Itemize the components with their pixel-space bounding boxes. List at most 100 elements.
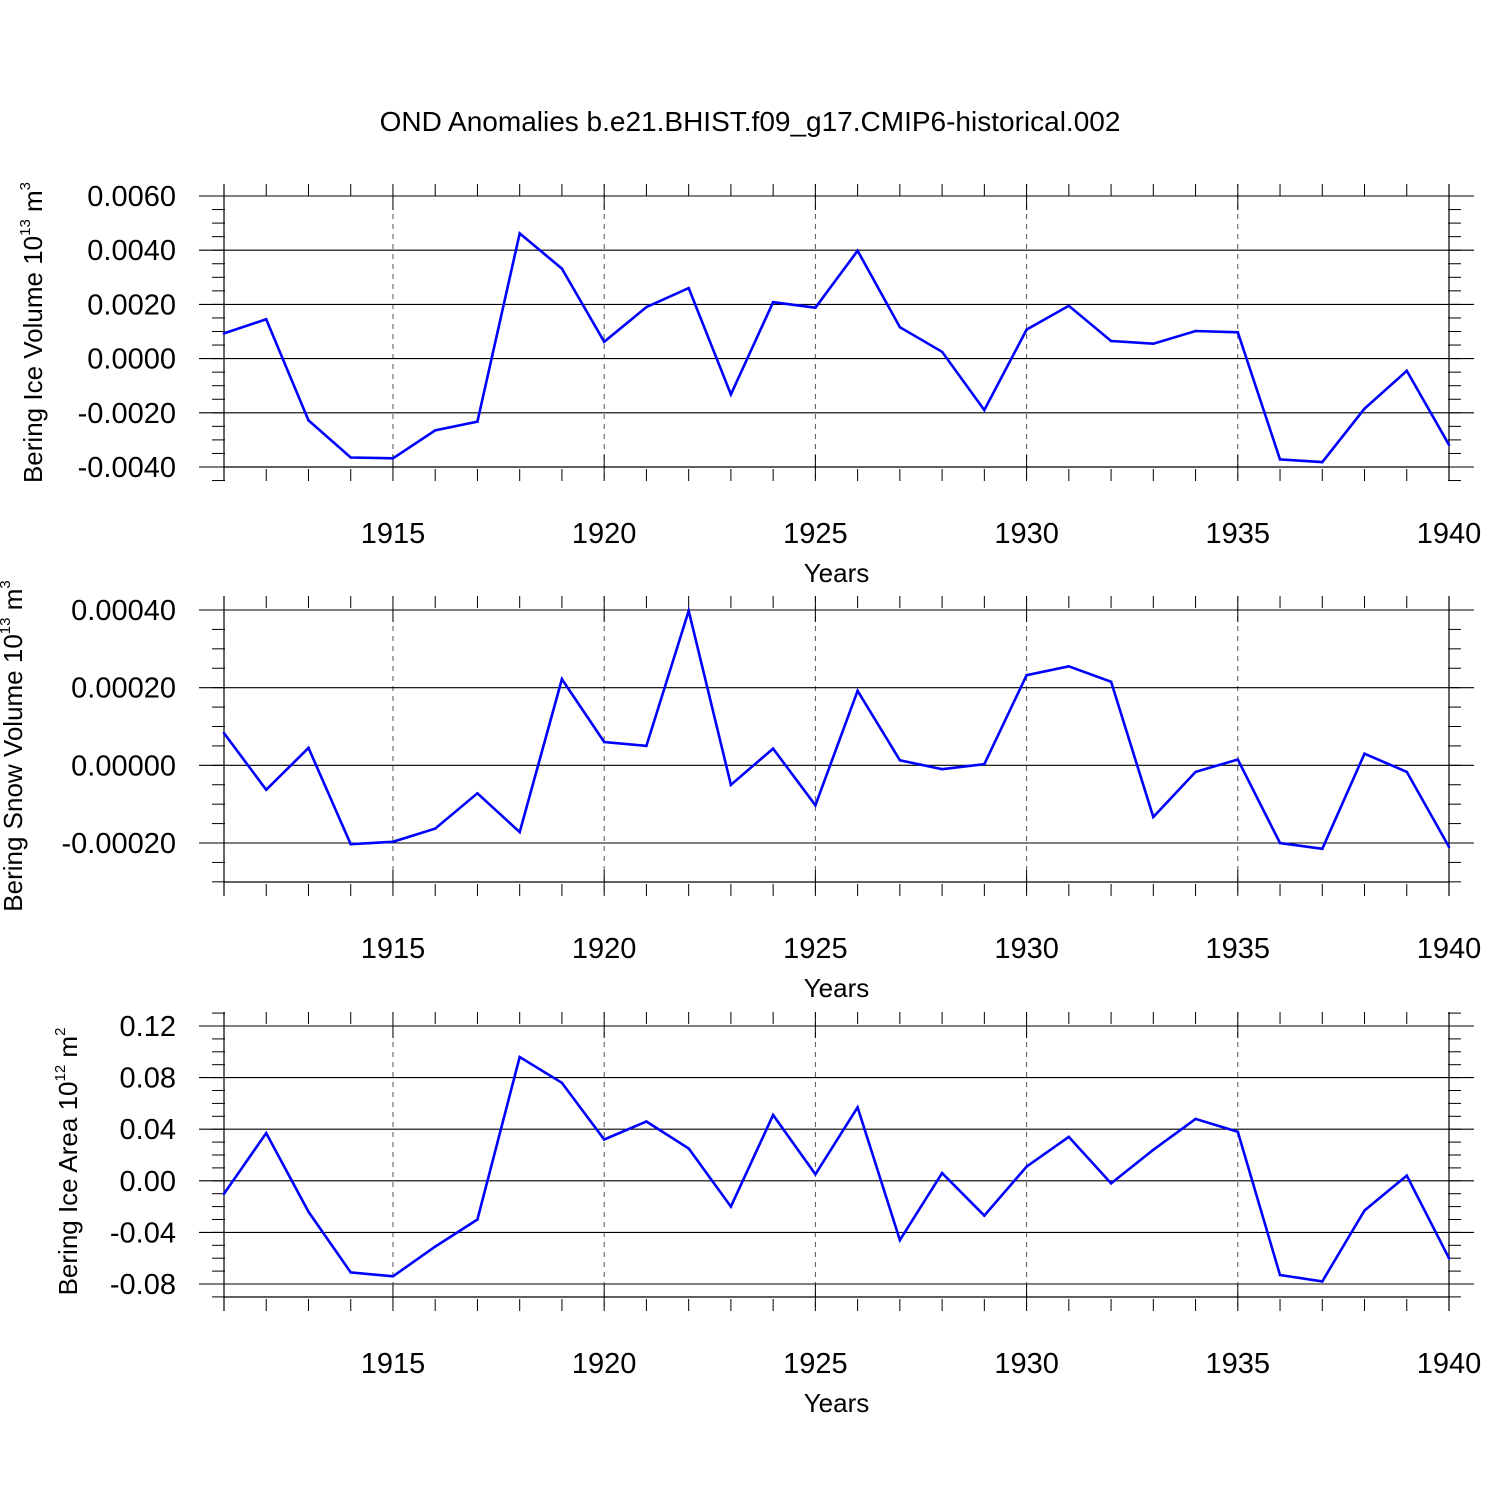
data-point bbox=[1278, 458, 1282, 461]
data-point bbox=[898, 1238, 902, 1242]
x-tick-label: 1920 bbox=[572, 518, 637, 550]
data-point bbox=[983, 408, 986, 412]
data-point bbox=[602, 1138, 606, 1141]
y-tick-label: -0.0020 bbox=[78, 398, 176, 430]
series-line bbox=[222, 1054, 1451, 1283]
data-point bbox=[1025, 328, 1028, 331]
data-point bbox=[1447, 1256, 1451, 1260]
data-point bbox=[1321, 460, 1324, 464]
y-tick-label: 0.00040 bbox=[71, 595, 176, 627]
y-tick-label: 0.0040 bbox=[87, 235, 176, 267]
y-tick-label: 0.12 bbox=[120, 1011, 176, 1043]
y-tick-label: -0.0040 bbox=[78, 452, 176, 484]
data-point bbox=[1109, 680, 1113, 684]
data-point bbox=[729, 393, 733, 396]
data-point bbox=[264, 1131, 268, 1135]
y-axis-label-exponent: 13 bbox=[17, 219, 34, 236]
data-point bbox=[1152, 342, 1155, 346]
data-point bbox=[1405, 770, 1409, 774]
data-point bbox=[1067, 665, 1071, 668]
x-tick-label: 1940 bbox=[1417, 933, 1482, 965]
y-tick-label: 0.00000 bbox=[71, 750, 176, 782]
data-point bbox=[1194, 1117, 1197, 1121]
data-point bbox=[433, 429, 437, 432]
x-tick-label: 1930 bbox=[994, 1348, 1059, 1380]
y-axis-label-base: Bering Ice Volume 10 bbox=[18, 236, 48, 483]
y-tick-label: 0.0020 bbox=[87, 289, 176, 321]
data-point bbox=[1278, 1273, 1282, 1277]
x-tick-label: 1925 bbox=[783, 1348, 848, 1380]
data-point bbox=[391, 457, 395, 460]
data-point bbox=[307, 419, 310, 422]
data-point bbox=[856, 249, 859, 252]
data-point bbox=[349, 842, 353, 846]
y-axis-label-unit: m bbox=[0, 589, 28, 618]
y-axis-label-unit: m bbox=[18, 190, 48, 219]
y-axis-label-base: Bering Ice Area 10 bbox=[53, 1082, 83, 1296]
data-point bbox=[771, 300, 775, 304]
y-tick-label: 0.00020 bbox=[71, 673, 176, 705]
data-point bbox=[1194, 770, 1197, 774]
data-point bbox=[560, 267, 564, 270]
data-point bbox=[1447, 845, 1451, 849]
x-tick-label: 1940 bbox=[1417, 518, 1482, 550]
x-tick-label: 1920 bbox=[572, 1348, 637, 1380]
data-point bbox=[1109, 1182, 1113, 1185]
data-point bbox=[349, 1271, 353, 1274]
y-axis-label-base: Bering Snow Volume 10 bbox=[0, 634, 28, 912]
data-point bbox=[1067, 1135, 1071, 1139]
x-tick-label: 1915 bbox=[361, 518, 426, 550]
y-tick-label: -0.08 bbox=[110, 1269, 176, 1301]
data-point bbox=[1405, 1174, 1409, 1177]
data-point bbox=[264, 788, 268, 792]
data-point bbox=[476, 420, 479, 424]
data-point bbox=[518, 232, 521, 235]
series-line bbox=[223, 231, 1451, 464]
data-point bbox=[1236, 1130, 1240, 1134]
x-axis-label: Years bbox=[804, 1388, 870, 1418]
data-point bbox=[1152, 1148, 1155, 1152]
data-point bbox=[645, 305, 648, 309]
data-point bbox=[307, 746, 310, 750]
y-axis-label-unit-exponent: 3 bbox=[0, 580, 14, 588]
data-point bbox=[1236, 331, 1240, 334]
y-tick-label: -0.00020 bbox=[62, 828, 177, 860]
data-point bbox=[940, 350, 944, 354]
data-point bbox=[687, 609, 690, 613]
y-tick-label: 0.04 bbox=[120, 1114, 176, 1146]
data-point bbox=[222, 1192, 226, 1195]
y-axis-label: Bering Snow Volume 1013 m3 bbox=[0, 580, 28, 911]
data-point bbox=[940, 767, 944, 771]
x-axis-label: Years bbox=[804, 558, 870, 588]
data-point bbox=[687, 1147, 690, 1150]
y-axis-label: Bering Ice Area 1012 m2 bbox=[52, 1028, 83, 1296]
data-point bbox=[1109, 339, 1113, 343]
data-point bbox=[560, 1081, 564, 1085]
x-tick-label: 1930 bbox=[994, 933, 1059, 965]
data-point bbox=[645, 1120, 648, 1123]
y-tick-label: 0.08 bbox=[120, 1063, 176, 1095]
data-point bbox=[1025, 1165, 1028, 1168]
chart-panel-1: -0.0040 -0.0020 0.0000 0.0020 0.0040 0.0060 19… bbox=[17, 181, 1481, 588]
x-tick-label: 1935 bbox=[1206, 1348, 1271, 1380]
data-point bbox=[1067, 304, 1071, 308]
x-tick-label: 1925 bbox=[783, 933, 848, 965]
data-point bbox=[983, 762, 986, 766]
data-point bbox=[433, 827, 437, 830]
data-point bbox=[476, 1218, 479, 1221]
x-tick-label: 1915 bbox=[361, 933, 426, 965]
data-point bbox=[1447, 443, 1451, 447]
y-tick-label: 0.0000 bbox=[87, 344, 176, 376]
data-point bbox=[391, 1275, 395, 1278]
data-point bbox=[729, 1205, 733, 1208]
y-tick-label: 0.0060 bbox=[87, 181, 176, 213]
data-point bbox=[391, 840, 395, 844]
data-point bbox=[307, 1210, 310, 1214]
data-point bbox=[814, 306, 817, 310]
data-point bbox=[687, 286, 690, 290]
data-point bbox=[1321, 1280, 1324, 1283]
data-point bbox=[814, 1173, 817, 1176]
x-tick-label: 1930 bbox=[994, 518, 1059, 550]
data-point bbox=[602, 740, 606, 744]
data-point bbox=[729, 783, 733, 787]
